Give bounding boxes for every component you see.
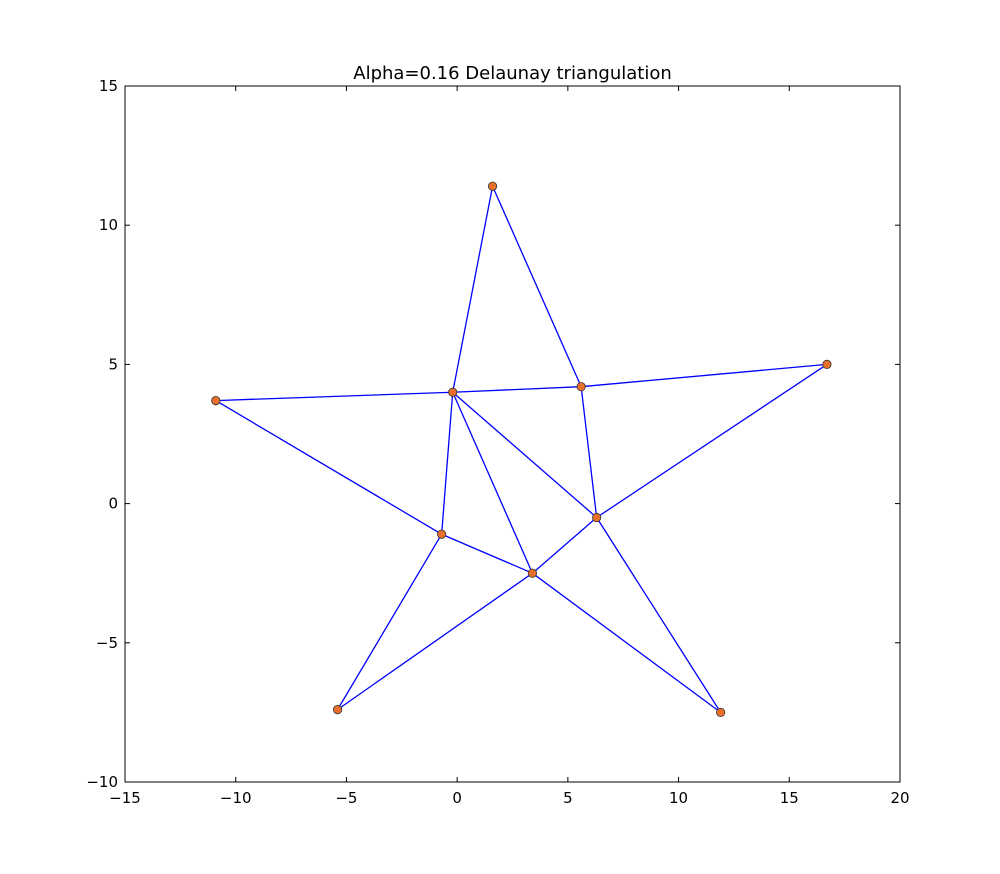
data-point-0 (487, 181, 498, 191)
y-tick-label: 15 (99, 77, 118, 95)
x-tick-label: −10 (220, 789, 252, 807)
data-point-9 (448, 387, 458, 397)
edge-0 (491, 185, 582, 387)
edges-layer (215, 185, 828, 713)
y-axis-tick-labels: −10 −5 0 5 10 15 (86, 77, 118, 791)
edge-7 (532, 517, 598, 574)
edge-13 (337, 533, 443, 710)
x-tick-label: 5 (563, 789, 573, 807)
edge-15 (440, 392, 454, 535)
edge-12 (452, 391, 534, 574)
edge-3 (580, 386, 598, 518)
edge-10 (337, 572, 533, 711)
y-tick-label: 5 (108, 355, 118, 373)
y-tick-label: −5 (96, 634, 118, 652)
points-layer (211, 181, 832, 718)
y-tick-label: 0 (108, 495, 118, 513)
data-point-3 (592, 512, 602, 523)
y-tick-label: −10 (86, 773, 118, 791)
edge-1 (452, 186, 494, 393)
edge-14 (215, 400, 442, 535)
edge-8 (452, 391, 598, 519)
edge-4 (452, 386, 582, 393)
data-point-7 (437, 529, 447, 539)
data-point-4 (716, 707, 726, 718)
x-tick-label: 10 (669, 789, 688, 807)
x-axis-tick-labels: −15 −10 −5 0 5 10 15 20 (109, 789, 909, 807)
edge-2 (581, 363, 827, 388)
ticks-layer (124, 85, 901, 783)
data-point-2 (822, 359, 832, 369)
x-tick-label: −5 (335, 789, 357, 807)
x-tick-label: 0 (452, 789, 462, 807)
edge-6 (596, 517, 722, 713)
edge-9 (532, 572, 722, 713)
plot-area-frame (124, 85, 901, 783)
chart-title: Alpha=0.16 Delaunay triangulation (353, 63, 672, 84)
y-tick-label: 10 (99, 216, 118, 234)
edge-11 (441, 533, 533, 574)
data-point-8 (211, 395, 221, 406)
data-point-6 (332, 705, 343, 715)
x-tick-label: 20 (890, 789, 909, 807)
data-point-5 (527, 568, 538, 578)
data-point-1 (576, 382, 586, 392)
edge-16 (215, 391, 453, 402)
x-tick-label: −15 (109, 789, 141, 807)
edge-5 (596, 363, 828, 519)
x-tick-label: 15 (780, 789, 799, 807)
